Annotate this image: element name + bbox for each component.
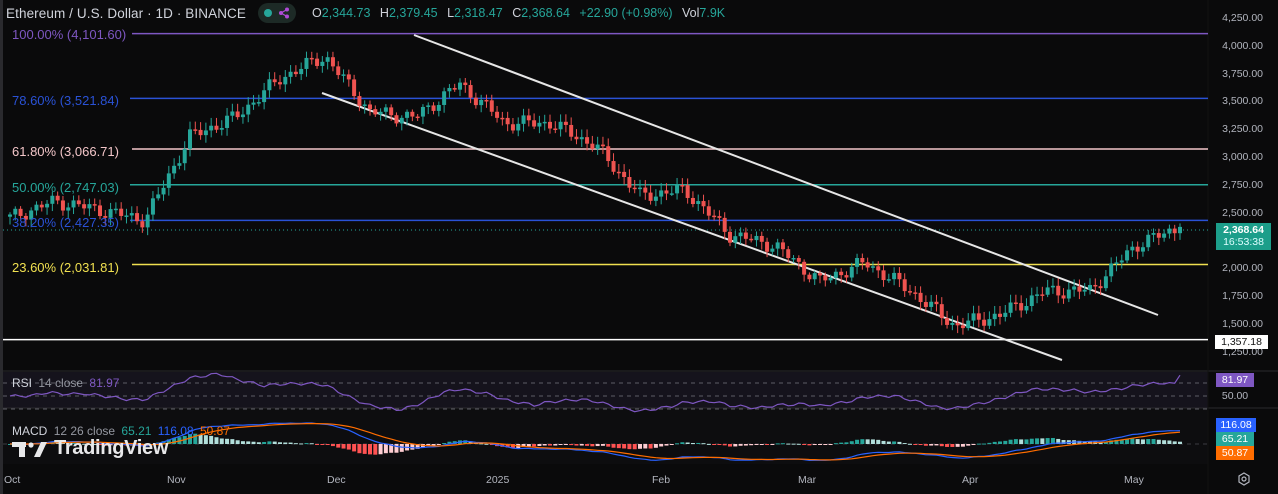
fib-label-100[interactable]: 100.00% (4,101.60) (12, 27, 127, 42)
close-label: C (512, 6, 522, 20)
macd-title: MACD (12, 424, 48, 438)
fib-label-618[interactable]: 61.80% (3,066.71) (12, 144, 119, 159)
ohlc-values: O2,344.73 H2,379.45 L2,318.47 C2,368.64 … (306, 6, 725, 20)
price-tick: 2,750.00 (1222, 179, 1263, 191)
market-open-dot-icon (264, 9, 273, 17)
market-status-pill[interactable] (258, 3, 297, 23)
rsi-mid-tag: 50.00 (1221, 390, 1249, 402)
volume-value: 7.9K (699, 6, 726, 20)
macd-signal-value: 50.87 (199, 424, 230, 438)
bar-countdown: 16:53:38 (1223, 236, 1264, 248)
price-tick: 3,500.00 (1222, 95, 1263, 107)
fib-label-50[interactable]: 50.00% (2,747.03) (12, 180, 119, 195)
price-tick: 1,250.00 (1222, 346, 1263, 358)
volume-label: Vol (682, 6, 700, 20)
close-value: 2,368.64 (521, 6, 570, 20)
rsi-pane-bg (3, 372, 1208, 408)
fib-label-786[interactable]: 78.60% (3,521.84) (12, 93, 119, 108)
macd-signal-tag: 50.87 (1216, 446, 1254, 460)
low-label: L (447, 6, 455, 20)
signal-line (9, 422, 1181, 461)
channel-upper-trendline[interactable] (413, 34, 1159, 316)
rsi-legend[interactable]: RSI 14 close 81.97 (12, 376, 119, 390)
rsi-value-tag: 81.97 (1216, 373, 1254, 387)
time-tick: 2025 (486, 474, 510, 486)
channel-lower-trendline[interactable] (321, 92, 1063, 361)
time-tick: Oct (4, 474, 21, 486)
change-value: +22.90 (+0.98%) (579, 6, 673, 20)
macd-line-value: 116.08 (157, 424, 194, 438)
tradingview-logo-text: TradingView (54, 437, 169, 459)
macd-legend[interactable]: MACD 12 26 close 65.21 116.08 50.87 (12, 424, 230, 438)
rsi-title: RSI (12, 376, 33, 390)
support-price-tag: 1,357.18 (1215, 335, 1268, 349)
macd-params: 12 26 close (53, 424, 116, 438)
tradingview-logo[interactable]: TradingView (12, 437, 168, 460)
high-label: H (379, 6, 389, 20)
time-tick: Dec (327, 474, 346, 486)
share-network-icon (279, 7, 290, 19)
fibonacci-levels[interactable] (3, 32, 1208, 341)
rsi-params: 14 close (38, 376, 84, 390)
low-value: 2,318.47 (454, 6, 503, 20)
price-tick: 3,250.00 (1222, 123, 1263, 135)
macd-line-tag: 116.08 (1216, 418, 1256, 432)
high-value: 2,379.45 (388, 6, 438, 20)
price-tick: 1,750.00 (1222, 290, 1263, 302)
price-tick: 4,250.00 (1222, 12, 1263, 24)
fib-label-382[interactable]: 38.20% (2,427.35) (12, 215, 119, 230)
price-tick: 2,500.00 (1222, 207, 1263, 219)
tradingview-logo-icon (12, 441, 47, 457)
price-tick: 3,750.00 (1222, 68, 1263, 80)
price-tick: 3,000.00 (1222, 151, 1263, 163)
symbol-header: Ethereum / U.S. Dollar · 1D · BINANCE O2… (6, 3, 725, 23)
macd-histogram-value: 65.21 (121, 424, 152, 438)
last-price-tag: 2,368.64 16:53:38 (1216, 223, 1271, 250)
price-tick: 2,000.00 (1222, 262, 1263, 274)
macd-histogram-tag: 65.21 (1216, 432, 1254, 446)
chart-settings-gear-icon[interactable] (1237, 472, 1251, 486)
left-edge (0, 0, 3, 494)
candlesticks (8, 51, 1182, 335)
fib-label-236[interactable]: 23.60% (2,031.81) (12, 260, 119, 275)
open-value: 2,344.73 (321, 6, 371, 20)
price-tick: 4,000.00 (1222, 40, 1263, 52)
time-tick: May (1124, 474, 1144, 486)
rsi-line (9, 372, 1181, 413)
price-tick: 1,500.00 (1222, 318, 1263, 330)
last-price-value: 2,368.64 (1223, 224, 1264, 236)
open-label: O (312, 6, 322, 20)
time-tick: Mar (798, 474, 817, 486)
time-tick: Nov (167, 474, 186, 486)
time-tick: Feb (652, 474, 671, 486)
symbol-title[interactable]: Ethereum / U.S. Dollar · 1D · BINANCE (6, 5, 247, 21)
time-tick: Apr (962, 474, 979, 486)
descending-channel[interactable] (321, 34, 1159, 361)
rsi-value: 81.97 (89, 376, 120, 390)
